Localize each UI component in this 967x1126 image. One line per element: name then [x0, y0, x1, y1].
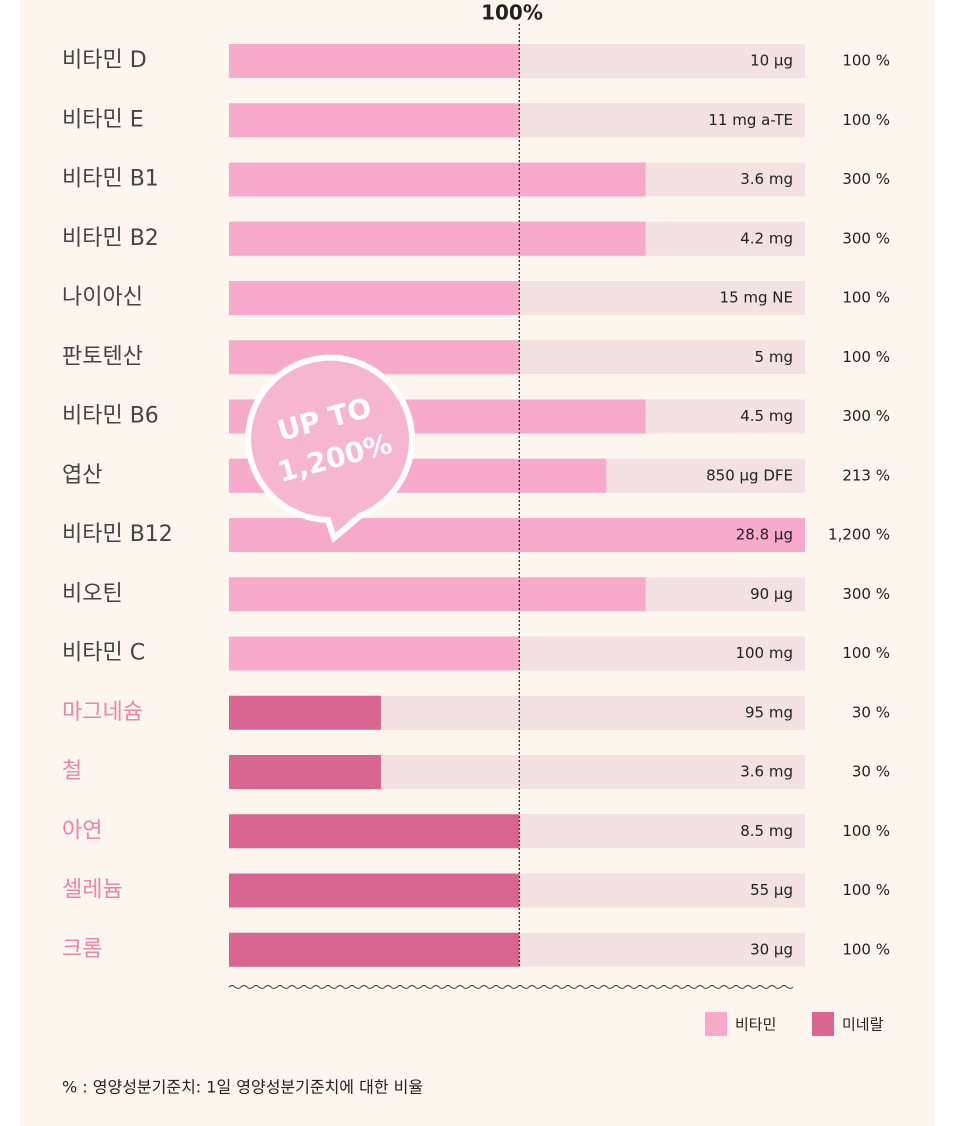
amount-label: 55 μg [750, 881, 793, 899]
category-label: 비타민 B1 [62, 167, 159, 192]
category-label: 엽산 [62, 463, 102, 488]
amount-label: 10 μg [750, 52, 793, 70]
value-label: 300 % [842, 407, 890, 425]
category-label: 비타민 C [62, 641, 145, 666]
bar [229, 577, 646, 612]
category-label: 비타민 B6 [62, 404, 159, 429]
value-label: 100 % [842, 644, 890, 662]
amount-label: 3.6 mg [740, 763, 793, 781]
value-label: 1,200 % [828, 526, 890, 544]
value-label: 100 % [842, 111, 890, 129]
value-label: 100 % [842, 940, 890, 958]
value-label: 30 % [852, 703, 890, 721]
category-label: 비타민 B12 [62, 522, 173, 547]
divider [228, 984, 794, 990]
bar [229, 281, 520, 315]
category-label: 마그네슘 [62, 700, 143, 725]
value-label: 100 % [842, 348, 890, 366]
amount-label: 5 mg [755, 348, 793, 366]
value-label: 100 % [842, 881, 890, 899]
value-label: 100 % [842, 822, 890, 840]
amount-label: 4.5 mg [740, 407, 793, 425]
amount-label: 850 μg DFE [706, 466, 793, 484]
bar [229, 932, 520, 967]
value-label: 100 % [842, 289, 890, 307]
reference-label: 100% [481, 1, 543, 25]
legend-swatch [812, 1012, 834, 1036]
amount-label: 11 mg a-TE [708, 111, 793, 129]
amount-label: 8.5 mg [740, 822, 793, 840]
bar [229, 814, 520, 849]
callout: UP TO1,200% [244, 354, 415, 544]
legend-label: 미네랄 [842, 1016, 884, 1034]
bar [229, 44, 520, 78]
amount-label: 100 mg [735, 644, 793, 662]
bar [229, 162, 646, 197]
value-label: 213 % [842, 466, 890, 484]
value-label: 300 % [842, 170, 890, 188]
category-label: 비오틴 [62, 581, 123, 606]
legend-swatch [705, 1012, 727, 1036]
value-label: 100 % [842, 52, 890, 70]
value-label: 30 % [852, 763, 890, 781]
footnote: % : 영양성분기준치: 1일 영양성분기준치에 대한 비율 [62, 1078, 423, 1097]
legend-label: 비타민 [735, 1016, 776, 1034]
category-label: 비타민 B2 [62, 226, 159, 251]
category-label: 비타민 D [62, 48, 147, 73]
amount-label: 4.2 mg [740, 229, 793, 247]
category-label: 아연 [62, 818, 102, 843]
category-label: 셀레늄 [62, 878, 123, 903]
amount-label: 90 μg [750, 585, 793, 603]
category-label: 비타민 E [62, 107, 144, 132]
amount-label: 15 mg NE [720, 289, 793, 307]
bar [229, 518, 805, 552]
bar [229, 103, 520, 138]
amount-label: 30 μg [750, 940, 793, 958]
amount-label: 95 mg [745, 703, 793, 721]
bar [229, 695, 381, 730]
bar [229, 873, 520, 908]
bar [229, 636, 520, 671]
amount-label: 3.6 mg [740, 170, 793, 188]
value-label: 300 % [842, 229, 890, 247]
callout-bubble [244, 354, 415, 544]
category-label: 판토텐산 [62, 344, 143, 369]
bar [229, 755, 381, 789]
category-label: 나이아신 [62, 285, 143, 310]
value-label: 300 % [842, 585, 890, 603]
category-label: 철 [62, 759, 82, 784]
category-label: 크롬 [62, 937, 102, 962]
amount-label: 28.8 μg [736, 526, 793, 544]
bar [229, 221, 646, 256]
